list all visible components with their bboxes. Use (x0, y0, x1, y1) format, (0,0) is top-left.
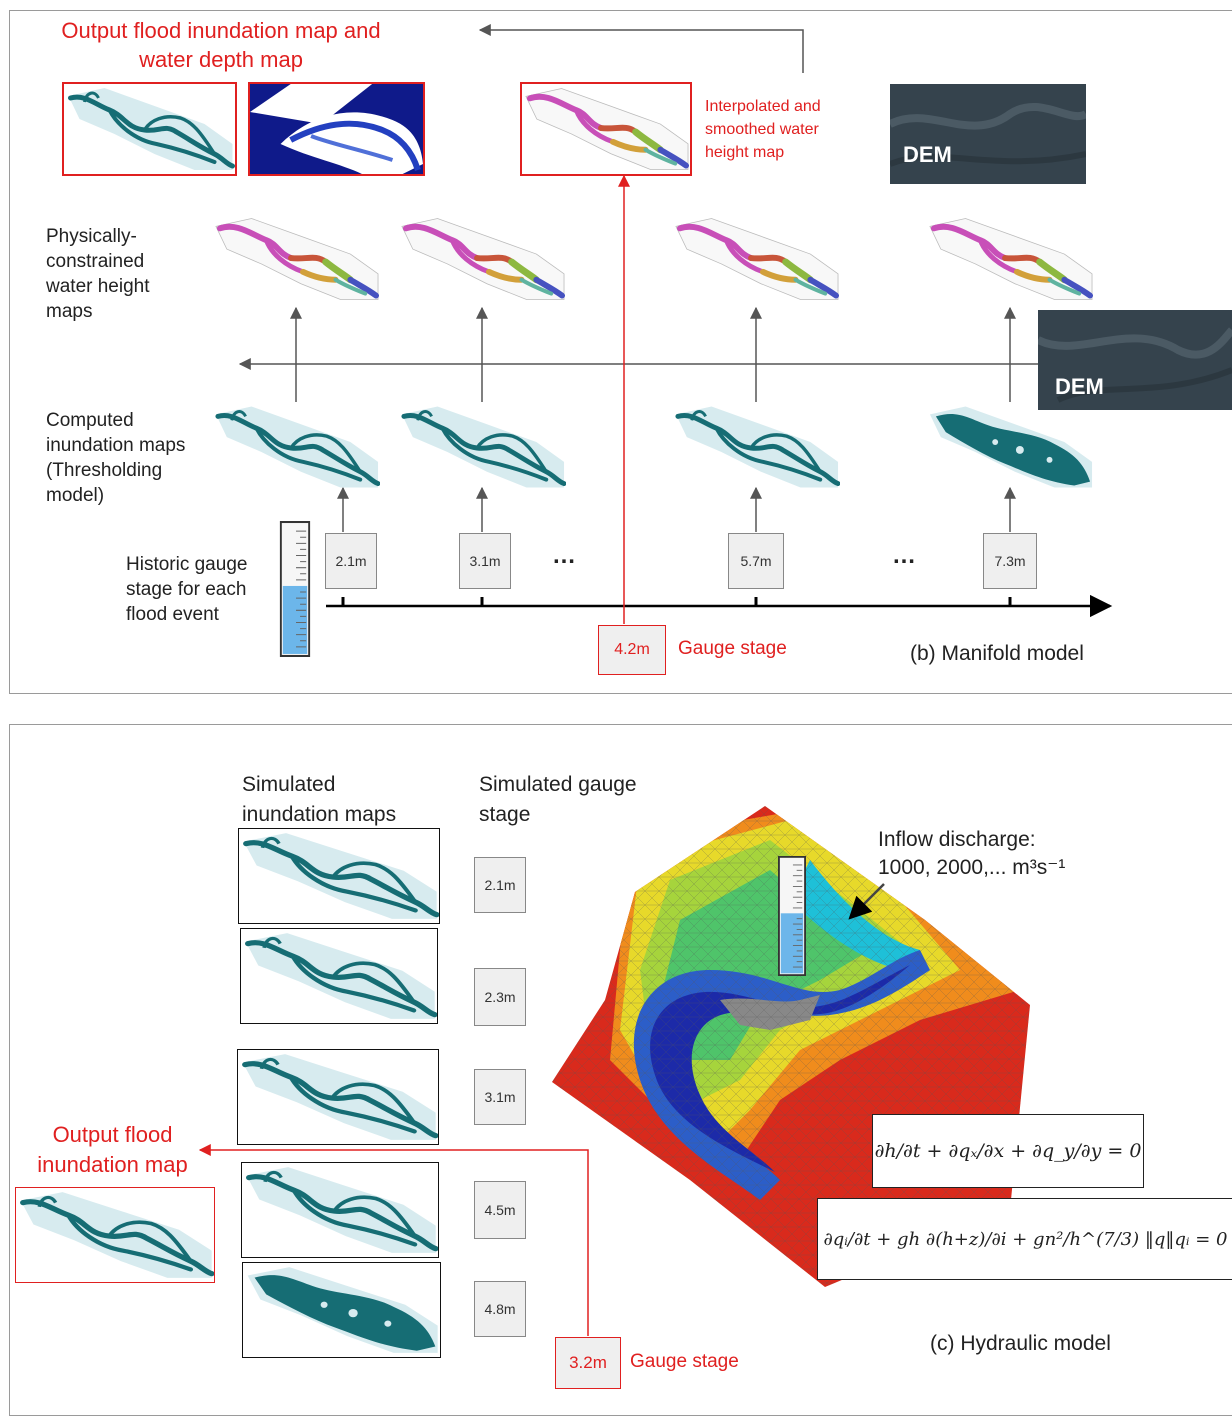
inflow-label: Inflow discharge: (878, 828, 1036, 851)
dem-image-top: DEM (890, 84, 1086, 184)
dem-label-top: DEM (903, 142, 952, 167)
inundation-map-3 (672, 402, 840, 497)
inundation-map-4 (926, 402, 1094, 497)
output-title: Output flood inundation map and water de… (61, 18, 381, 72)
hydraulic-gauge-label: Gauge stage (630, 1351, 739, 1372)
height-map-1 (212, 214, 380, 309)
row-label-gauge: Historic gauge stage for each flood even… (126, 554, 248, 625)
sim-stage-1: 2.1m (474, 857, 526, 913)
col-header-stage: Simulated gauge stage (479, 773, 637, 826)
ellipsis-2: … (892, 542, 916, 569)
sim-stage-3: 3.1m (474, 1069, 526, 1125)
gauge-stage-label: Gauge stage (678, 638, 787, 659)
stage-box-4: 7.3m (983, 533, 1037, 589)
sim-map-4 (241, 1162, 439, 1258)
sim-stage-5: 4.8m (474, 1281, 526, 1337)
sim-map-5 (242, 1262, 441, 1358)
sim-stage-2: 2.3m (474, 968, 526, 1026)
sim-map-3 (237, 1049, 439, 1145)
output-map-label: Output flood inundation map (37, 1122, 188, 1177)
height-map-3 (672, 214, 840, 309)
gauge-ruler-icon (279, 521, 311, 662)
interpolated-label: Interpolated and smoothed water height m… (705, 98, 821, 161)
manifold-caption: (b) Manifold model (910, 642, 1084, 665)
inundation-map-2 (398, 402, 566, 497)
col-header-maps: Simulated inundation maps (242, 773, 397, 826)
sim-map-2 (240, 928, 438, 1024)
hydraulic-output-map (15, 1187, 215, 1283)
sim-map-1 (238, 828, 440, 924)
continuity-equation: ∂h/∂t + ∂qₓ/∂x + ∂q_y/∂y = 0 (872, 1114, 1144, 1188)
mesh-gauge-ruler-icon (778, 856, 806, 981)
height-map-2 (398, 214, 566, 309)
stage-box-2: 3.1m (459, 533, 511, 589)
inundation-map-1 (212, 402, 380, 497)
output-depth-map (248, 82, 425, 176)
interpolated-height-map (520, 82, 692, 176)
height-map-4 (926, 214, 1094, 309)
stage-box-1: 2.1m (325, 533, 377, 589)
dem-image-side: DEM (1038, 310, 1232, 410)
manifold-arrows (238, 24, 1113, 624)
hydraulic-caption: (c) Hydraulic model (930, 1332, 1111, 1355)
ellipsis-1: … (552, 542, 576, 569)
hydraulic-gauge-box: 3.2m (555, 1337, 621, 1389)
dem-label-side: DEM (1055, 374, 1104, 399)
stage-box-3: 5.7m (728, 533, 784, 589)
row-label-inundation: Computed inundation maps (Thresholding m… (46, 410, 186, 506)
sim-stage-4: 4.5m (474, 1181, 526, 1239)
row-label-heights: Physically-constrained water height maps (46, 226, 150, 322)
inflow-values: 1000, 2000,... m³s⁻¹ (878, 856, 1066, 879)
gauge-stage-box: 4.2m (598, 625, 666, 675)
momentum-equation: ∂qᵢ/∂t + gh ∂(h+z)/∂i + gn²/h^(7/3) ‖q‖q… (817, 1198, 1232, 1280)
output-inundation-map (62, 82, 237, 176)
hydraulic-red-arrow (198, 1144, 589, 1336)
